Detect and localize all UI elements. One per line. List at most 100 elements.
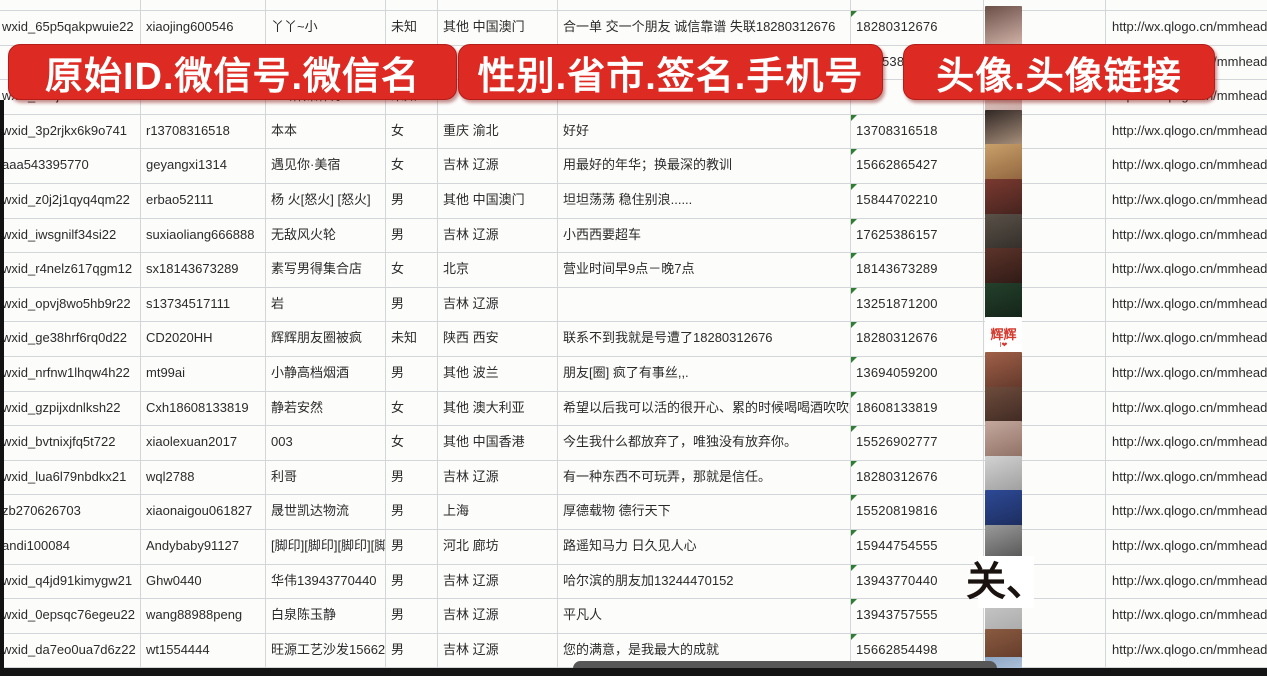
cell-wxid[interactable]: wxid_ge38hrf6rq0d22 (2, 330, 128, 346)
cell-signature[interactable]: 希望以后我可以活的很开心、累的时候喝喝酒吹吹[ (563, 399, 850, 415)
cell-wechat-name[interactable]: [脚印][脚印][脚印][脚印] (271, 538, 385, 553)
cell-wxid[interactable]: andi100084 (2, 538, 70, 553)
cell-region[interactable]: 吉林 辽源 (443, 157, 499, 173)
cell-avatar-link[interactable]: http://wx.qlogo.cn/mmhead (1112, 226, 1267, 242)
cell-gender[interactable]: 男 (391, 641, 405, 657)
cell-region[interactable]: 其他 中国澳门 (443, 192, 525, 207)
cell-signature[interactable]: 用最好的年华；换最深的教训 (563, 157, 733, 173)
cell-signature[interactable]: 今生我什么都放弃了，唯独没有放弃你。 (563, 434, 798, 450)
cell-wechat-account[interactable]: wt1554444 (146, 641, 210, 657)
cell-phone[interactable]: 15944754555 (856, 538, 938, 553)
cell-wechat-account[interactable]: wang88988peng (146, 607, 243, 623)
cell-wechat-name[interactable]: 旺源工艺沙发15662854 (271, 641, 385, 657)
cell-phone[interactable]: 17625386157 (856, 226, 938, 242)
cell-avatar-link[interactable]: http://wx.qlogo.cn/mmhead (1112, 572, 1267, 588)
cell-region[interactable]: 重庆 渝北 (443, 122, 499, 138)
cell-wechat-name[interactable]: 丫丫~小 (271, 19, 318, 34)
cell-wechat-account[interactable]: Ghw0440 (146, 572, 202, 588)
cell-avatar-link[interactable]: http://wx.qlogo.cn/mmhead (1112, 399, 1267, 415)
cell-wechat-name[interactable]: 遇见你·美宿 (271, 157, 341, 173)
cell-wechat-account[interactable]: s13734517111 (146, 295, 231, 311)
cell-gender[interactable]: 女 (391, 157, 405, 173)
cell-gender[interactable]: 男 (391, 365, 405, 380)
cell-avatar-link[interactable]: http://wx.qlogo.cn/mmhead (1112, 261, 1267, 277)
cell-region[interactable]: 吉林 辽源 (443, 468, 499, 484)
cell-wechat-account[interactable]: wql2788 (146, 468, 195, 484)
cell-wechat-name[interactable]: 辉辉朋友圈被疯 (271, 330, 363, 346)
cell-signature[interactable] (557, 287, 850, 322)
cell-wechat-account[interactable]: geyangxi1314 (146, 157, 227, 173)
cell-region[interactable]: 其他 波兰 (443, 365, 499, 380)
cell-phone[interactable]: 13251871200 (856, 295, 938, 311)
cell-region[interactable]: 吉林 辽源 (443, 226, 499, 242)
cell-signature[interactable]: 联系不到我就是号遭了18280312676 (563, 330, 773, 346)
cell-gender[interactable]: 女 (391, 261, 405, 277)
cell-gender[interactable]: 男 (391, 192, 405, 207)
cell-wechat-name[interactable]: 白泉陈玉静 (271, 607, 337, 623)
cell-wechat-account[interactable]: CD2020HH (146, 330, 213, 346)
cell-region[interactable]: 其他 中国澳门 (443, 19, 525, 34)
cell-phone[interactable]: 15662865427 (856, 157, 938, 173)
cell-wxid[interactable]: wxid_nrfnw1lhqw4h22 (2, 365, 130, 380)
cell-signature[interactable]: 有一种东西不可玩弄，那就是信任。 (563, 468, 772, 484)
cell-wechat-name[interactable]: 小静高档烟酒 (271, 365, 350, 380)
cell-avatar-link[interactable]: http://wx.qlogo.cn/mmhead (1112, 641, 1267, 657)
cell-avatar-link[interactable]: http://wx.qlogo.cn/mmhead (1112, 122, 1267, 138)
cell-wechat-account[interactable]: Andybaby91127 (146, 538, 240, 553)
cell-avatar-link[interactable]: http://wx.qlogo.cn/mmhead (1112, 538, 1267, 553)
cell-wxid[interactable]: wxid_gzpijxdnlksh22 (2, 399, 121, 415)
cell-avatar-link[interactable]: http://wx.qlogo.cn/mmhead (1112, 365, 1267, 380)
cell-avatar-link[interactable]: http://wx.qlogo.cn/mmhead (1112, 192, 1267, 207)
cell-wechat-name[interactable]: 岩 (271, 295, 285, 311)
cell-avatar-link[interactable]: http://wx.qlogo.cn/mmhead (1112, 157, 1267, 173)
cell-wechat-account[interactable]: sx18143673289 (146, 261, 239, 277)
cell-wechat-account[interactable]: xiaolexuan2017 (146, 434, 238, 450)
cell-signature[interactable]: 合一单 交一个朋友 诚信靠谱 失联18280312676 (563, 19, 836, 34)
cell-wechat-account[interactable]: r13708316518 (146, 122, 230, 138)
cell-wechat-account[interactable]: mt99ai (146, 365, 186, 380)
cell-gender[interactable]: 女 (391, 434, 405, 450)
cell-gender[interactable]: 男 (391, 468, 405, 484)
cell-region[interactable]: 北京 (443, 261, 470, 277)
cell-phone[interactable]: 18280312676 (856, 330, 938, 346)
cell-wechat-name[interactable]: 华伟13943770440 (271, 572, 377, 588)
cell-phone[interactable]: 18280312676 (856, 468, 938, 484)
cell-signature[interactable]: 好好 (563, 122, 590, 138)
cell-wxid[interactable]: wxid_bvtnixjfq5t722 (2, 434, 116, 450)
cell-signature[interactable]: 小西西要超车 (563, 226, 642, 242)
cell-wechat-account[interactable]: xiaojing600546 (146, 19, 234, 34)
cell-gender[interactable]: 男 (391, 607, 405, 623)
cell-wxid[interactable]: wxid_q4jd91kimygw21 (2, 572, 133, 588)
cell-avatar-link[interactable]: http://wx.qlogo.cn/mmhead (1112, 503, 1267, 519)
cell-wechat-name[interactable]: 静若安然 (271, 399, 324, 415)
cell-gender[interactable]: 未知 (391, 330, 418, 346)
cell-wxid[interactable]: wxid_3p2rjkx6k9o741 (2, 122, 128, 138)
cell-avatar-link[interactable]: http://wx.qlogo.cn/mmhead (1112, 468, 1267, 484)
cell-region[interactable]: 其他 澳大利亚 (443, 399, 525, 415)
cell-gender[interactable]: 未知 (391, 19, 418, 34)
cell-signature[interactable]: 厚德载物 德行天下 (563, 503, 671, 519)
cell-wxid[interactable]: wxid_z0j2j1qyq4qm22 (2, 192, 130, 207)
cell-region[interactable]: 吉林 辽源 (443, 641, 499, 657)
cell-wechat-account[interactable]: erbao52111 (146, 192, 214, 207)
cell-avatar-link[interactable]: http://wx.qlogo.cn/mmhead (1112, 330, 1267, 346)
cell-phone[interactable]: 13943757555 (856, 607, 938, 623)
cell-signature[interactable]: 营业时间早9点－晚7点 (563, 261, 695, 277)
cell-gender[interactable]: 女 (391, 399, 405, 415)
cell-avatar-link[interactable]: http://wx.qlogo.cn/mmhead (1112, 607, 1267, 623)
cell-gender[interactable]: 男 (391, 538, 405, 553)
cell-wxid[interactable]: wxid_lua6l79nbdkx21 (2, 468, 127, 484)
cell-wechat-name[interactable]: 本本 (271, 122, 298, 138)
cell-phone[interactable]: 15526902777 (856, 434, 938, 450)
cell-phone[interactable]: 18280312676 (856, 19, 938, 34)
cell-gender[interactable]: 男 (391, 503, 405, 519)
cell-phone[interactable]: 18608133819 (856, 399, 938, 415)
cell-wechat-account[interactable]: suxiaoliang666888 (146, 226, 255, 242)
avatar-image[interactable] (985, 6, 1022, 48)
cell-phone[interactable]: 13708316518 (856, 122, 938, 138)
cell-phone[interactable]: 18143673289 (856, 261, 938, 277)
cell-signature[interactable]: 您的满意，是我最大的成就 (563, 641, 720, 657)
avatar-image[interactable]: 关、 (966, 555, 1046, 608)
cell-wechat-name[interactable]: 晟世凯达物流 (271, 503, 350, 519)
cell-wechat-name[interactable]: 003 (271, 434, 293, 450)
